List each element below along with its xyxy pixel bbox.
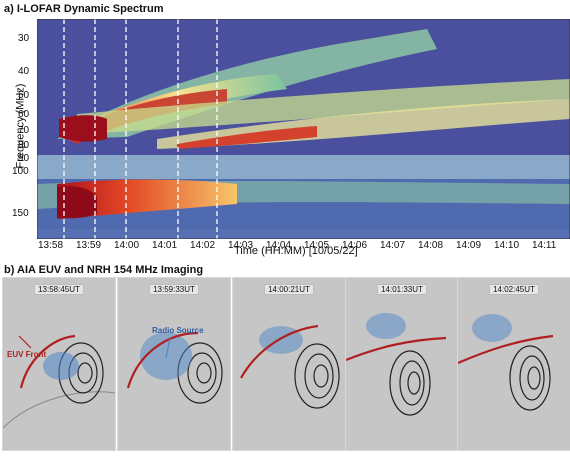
timestamp: 13:58:45UT [34, 284, 84, 295]
euv-front-label: EUV Front [7, 350, 47, 359]
ytick: 40 [18, 66, 30, 77]
timestamp: 14:02:45UT [489, 284, 539, 295]
xtick: 14:08 [418, 240, 444, 251]
radio-source-label: Radio Source [152, 326, 204, 335]
ytick: 80 [18, 140, 30, 151]
xtick: 14:05 [304, 240, 330, 251]
ytick: 90 [18, 153, 30, 164]
xtick: 14:01 [152, 240, 178, 251]
euv-image-2: 13:59:33UT Radio Source [117, 277, 231, 451]
timestamp: 14:00:21UT [264, 284, 314, 295]
timestamp: 13:59:33UT [149, 284, 199, 295]
xtick: 13:58 [38, 240, 64, 251]
xtick: 14:04 [266, 240, 292, 251]
x-axis-label: Time (HH:MM) [10/05/22] [234, 245, 358, 257]
ytick: 30 [18, 33, 30, 44]
panel-a-title: a) I-LOFAR Dynamic Spectrum [4, 3, 164, 15]
euv-image-1: 13:58:45UT EUV Front [2, 277, 116, 451]
ytick: 70 [18, 125, 30, 136]
xtick: 14:02 [190, 240, 216, 251]
xtick: 14:09 [456, 240, 482, 251]
ytick: 150 [12, 208, 29, 219]
xtick: 14:10 [494, 240, 520, 251]
panel-b-title: b) AIA EUV and NRH 154 MHz Imaging [4, 264, 204, 276]
xtick: 14:11 [532, 240, 557, 251]
xtick: 13:59 [76, 240, 102, 251]
xtick: 14:07 [380, 240, 406, 251]
ytick: 60 [18, 109, 30, 120]
ytick: 100 [12, 166, 29, 177]
euv-image-5: 14:02:45UT [457, 277, 570, 451]
xtick: 14:03 [228, 240, 254, 251]
xtick: 14:06 [342, 240, 368, 251]
ytick: 50 [18, 90, 30, 101]
euv-image-3: 14:00:21UT [232, 277, 346, 451]
xtick: 14:00 [114, 240, 140, 251]
dynamic-spectrum [37, 19, 570, 239]
timestamp: 14:01:33UT [377, 284, 427, 295]
euv-image-4: 14:01:33UT [345, 277, 459, 451]
